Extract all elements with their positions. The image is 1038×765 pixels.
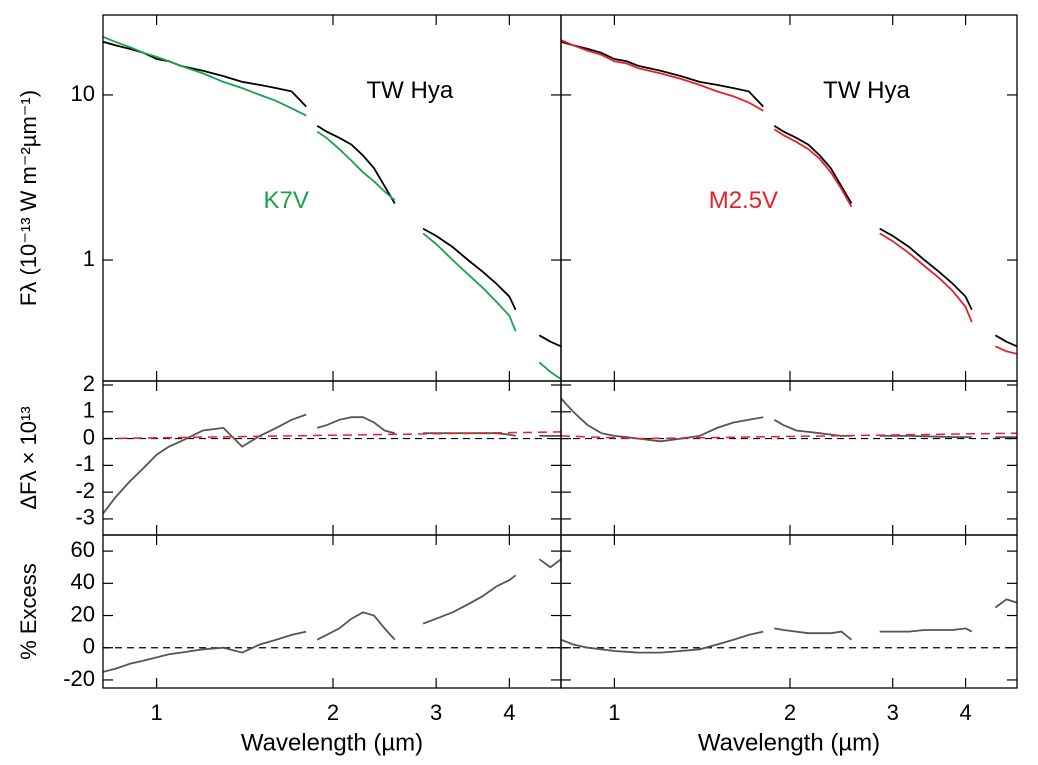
series-label: K7V <box>264 187 309 214</box>
x-tick-label: 1 <box>608 700 620 725</box>
panel-frame <box>102 14 562 382</box>
y-tick-label: -20 <box>63 666 95 691</box>
x-tick-label: 1 <box>150 700 162 725</box>
y-tick-label: -1 <box>75 451 95 476</box>
panel-frame <box>560 380 1018 536</box>
spectrum-line <box>561 598 1017 654</box>
y-tick-label: 0 <box>83 424 95 449</box>
panel-frame <box>102 380 562 536</box>
y-tick-label: 10 <box>71 81 95 106</box>
series-label: TW Hya <box>367 77 454 104</box>
y-axis-label: Fλ (10⁻¹³ W m⁻²µm⁻¹) <box>16 90 41 306</box>
y-axis-label: ΔFλ × 10¹³ <box>16 406 41 509</box>
y-tick-label: 1 <box>83 398 95 423</box>
x-tick-label: 3 <box>430 700 442 725</box>
series-label: TW Hya <box>823 77 910 104</box>
y-tick-label: 40 <box>71 569 95 594</box>
x-tick-label: 4 <box>503 700 515 725</box>
spectrum-line <box>103 431 561 440</box>
panel-frame <box>560 534 1018 689</box>
y-tick-label: -3 <box>75 505 95 530</box>
x-tick-label: 2 <box>327 700 339 725</box>
spectrum-line <box>103 35 561 380</box>
panel-frame <box>560 14 1018 382</box>
y-axis-label: % Excess <box>16 563 41 660</box>
series-label: M2.5V <box>709 187 778 214</box>
y-tick-label: -2 <box>75 478 95 503</box>
x-tick-label: 2 <box>784 700 796 725</box>
x-tick-label: 3 <box>887 700 899 725</box>
spectrum-line <box>103 558 561 673</box>
y-tick-label: 0 <box>83 634 95 659</box>
x-axis-label: Wavelength (µm) <box>698 729 880 756</box>
y-tick-label: 1 <box>83 246 95 271</box>
spectrum-line <box>561 397 1017 443</box>
x-axis-label: Wavelength (µm) <box>241 729 423 756</box>
spectrum-line <box>561 432 1017 440</box>
y-tick-label: 2 <box>83 371 95 396</box>
y-tick-label: 20 <box>71 601 95 626</box>
spectrum-line <box>103 40 561 348</box>
spectrum-line <box>103 413 561 515</box>
spectrum-line <box>561 40 1017 348</box>
x-tick-label: 4 <box>959 700 971 725</box>
y-tick-label: 60 <box>71 537 95 562</box>
spectrum-line <box>561 39 1017 355</box>
panel-frame <box>102 534 562 689</box>
